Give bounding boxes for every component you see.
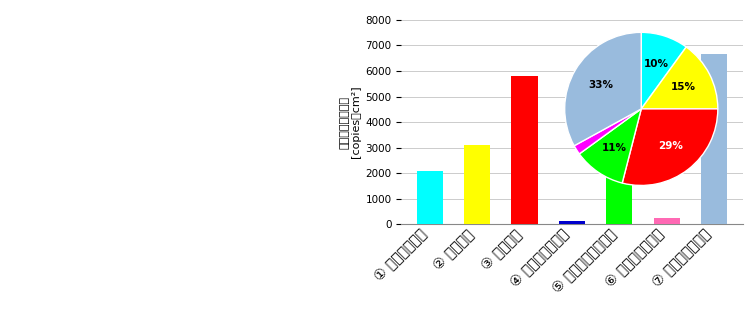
- Wedge shape: [622, 109, 718, 185]
- Wedge shape: [641, 32, 686, 109]
- Text: 29%: 29%: [658, 142, 682, 151]
- Bar: [701, 54, 727, 224]
- Bar: [559, 220, 585, 224]
- Wedge shape: [579, 109, 641, 183]
- Bar: [417, 171, 442, 224]
- Wedge shape: [641, 47, 718, 109]
- Bar: [464, 145, 490, 224]
- Text: 15%: 15%: [671, 82, 696, 92]
- Text: 33%: 33%: [588, 80, 613, 90]
- Text: 11%: 11%: [602, 143, 627, 153]
- Y-axis label: 付着ウイルス密度
[copies／cm²]: 付着ウイルス密度 [copies／cm²]: [340, 86, 362, 158]
- Bar: [606, 169, 632, 224]
- Bar: [512, 76, 538, 224]
- Text: 10%: 10%: [644, 59, 668, 69]
- Wedge shape: [565, 32, 641, 146]
- Bar: [653, 218, 680, 224]
- Wedge shape: [574, 109, 641, 154]
